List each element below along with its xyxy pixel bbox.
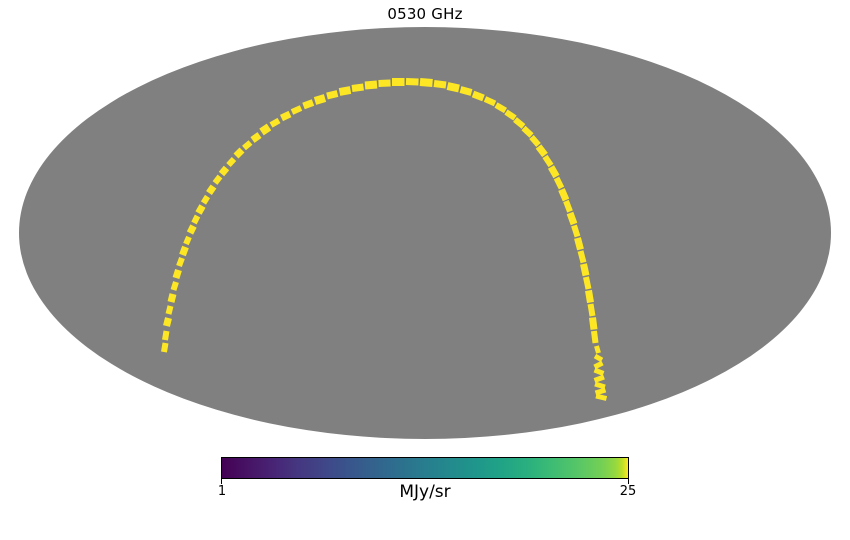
colorbar-min-label: 1 xyxy=(217,484,227,499)
mollweide-sky-background xyxy=(19,27,831,439)
colorbar-max-label: 25 xyxy=(619,484,637,499)
colorbar-tick-min xyxy=(221,479,222,484)
sky-map-mollweide[interactable] xyxy=(18,26,832,440)
colorbar[interactable]: 1 25 MJy/sr xyxy=(0,450,850,510)
colorbar-unit-label: MJy/sr xyxy=(399,482,451,502)
page-title: 0530 GHz xyxy=(387,5,463,23)
scan-track-data xyxy=(161,78,608,401)
colorbar-tick-max xyxy=(628,479,629,484)
colorbar-gradient[interactable] xyxy=(221,457,629,479)
